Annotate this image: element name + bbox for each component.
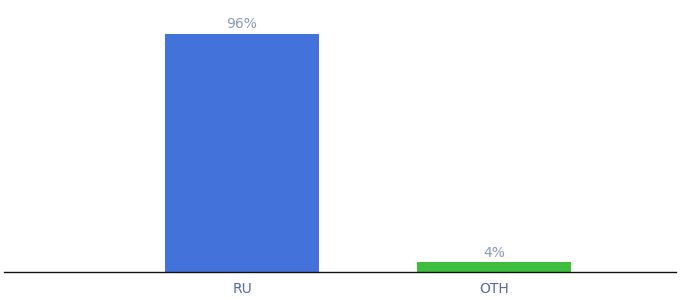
Bar [165, 34, 319, 272]
Text: 96%: 96% [226, 17, 258, 32]
Text: 4%: 4% [483, 246, 505, 260]
Bar [417, 262, 571, 272]
